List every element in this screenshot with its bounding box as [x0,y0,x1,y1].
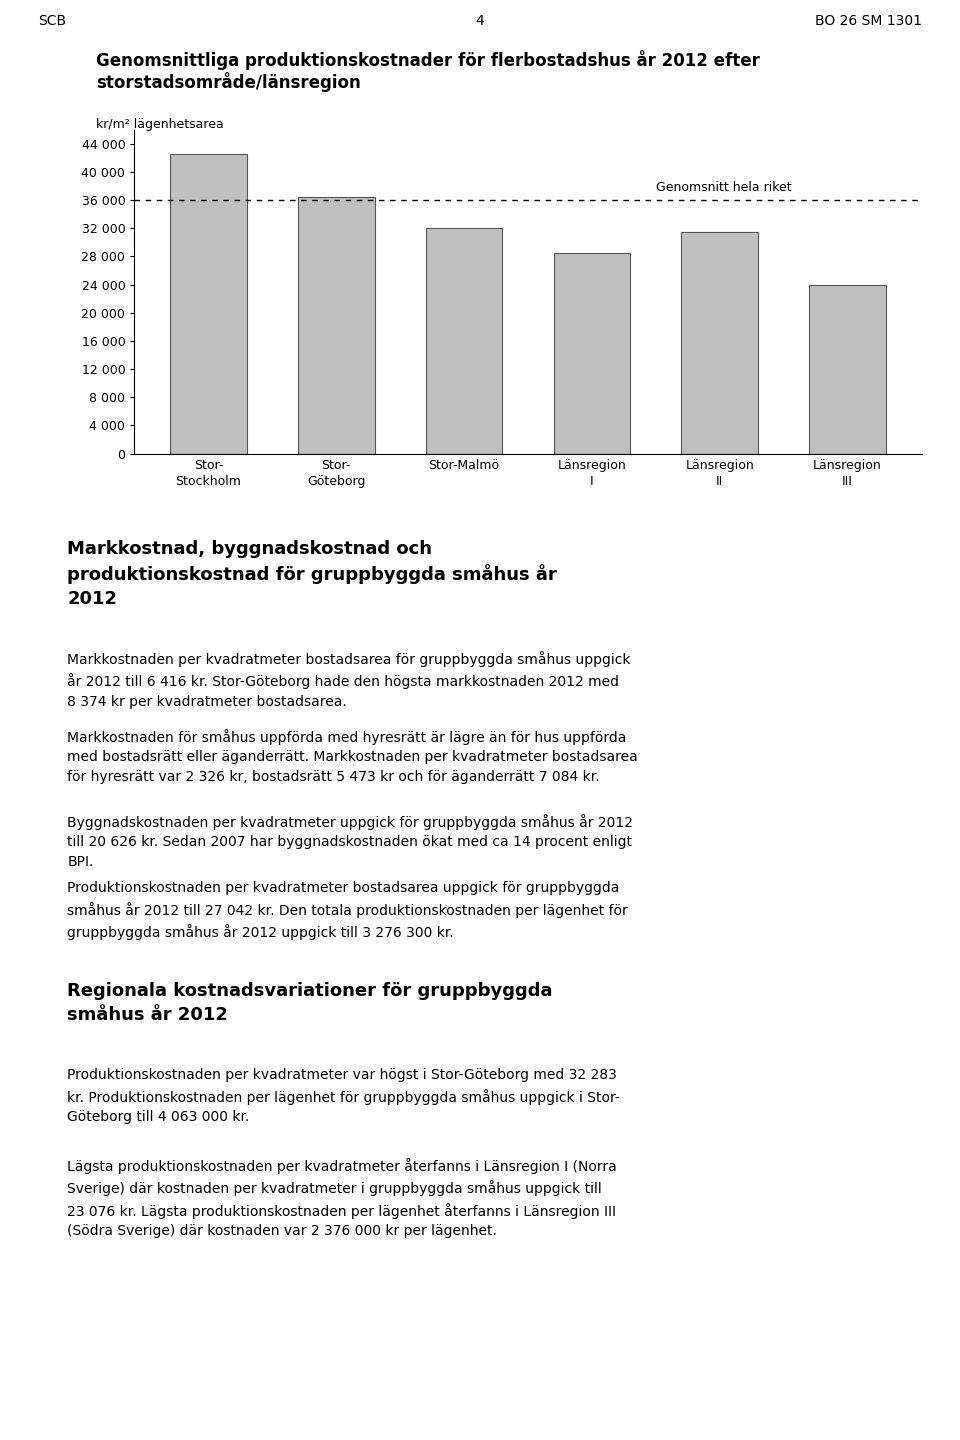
Bar [682,232,758,454]
Text: BO 26 SM 1301: BO 26 SM 1301 [815,14,922,29]
Text: Produktionskostnaden per kvadratmeter var högst i Stor-Göteborg med 32 283
kr. P: Produktionskostnaden per kvadratmeter va… [67,1068,620,1125]
Text: Markkostnad, byggnadskostnad och
produktionskostnad för gruppbyggda småhus år
20: Markkostnad, byggnadskostnad och produkt… [67,540,557,608]
Text: Byggnadskostnaden per kvadratmeter uppgick för gruppbyggda småhus år 2012
till 2: Byggnadskostnaden per kvadratmeter uppgi… [67,814,634,868]
Text: Markkostnaden per kvadratmeter bostadsarea för gruppbyggda småhus uppgick
år 201: Markkostnaden per kvadratmeter bostadsar… [67,651,631,708]
Text: Markkostnaden för småhus uppförda med hyresrätt är lägre än för hus uppförda
med: Markkostnaden för småhus uppförda med hy… [67,729,638,783]
Bar [554,253,630,454]
Text: Regionala kostnadsvariationer för gruppbyggda
småhus år 2012: Regionala kostnadsvariationer för gruppb… [67,982,553,1024]
Bar [809,285,886,454]
Text: Produktionskostnaden per kvadratmeter bostadsarea uppgick för gruppbyggda
småhus: Produktionskostnaden per kvadratmeter bo… [67,881,628,940]
Text: Genomsnitt hela riket: Genomsnitt hela riket [656,181,791,194]
Text: Lägsta produktionskostnaden per kvadratmeter återfanns i Länsregion I (Norra
Sve: Lägsta produktionskostnaden per kvadratm… [67,1158,617,1238]
Text: 4: 4 [475,14,485,29]
Text: storstadsområde/länsregion: storstadsområde/länsregion [96,72,361,92]
Text: kr/m² lägenhetsarea: kr/m² lägenhetsarea [96,118,224,131]
Bar [426,228,502,454]
Text: SCB: SCB [38,14,66,29]
Text: Genomsnittliga produktionskostnader för flerbostadshus år 2012 efter: Genomsnittliga produktionskostnader för … [96,50,760,71]
Bar [298,196,374,454]
Bar [170,154,247,454]
